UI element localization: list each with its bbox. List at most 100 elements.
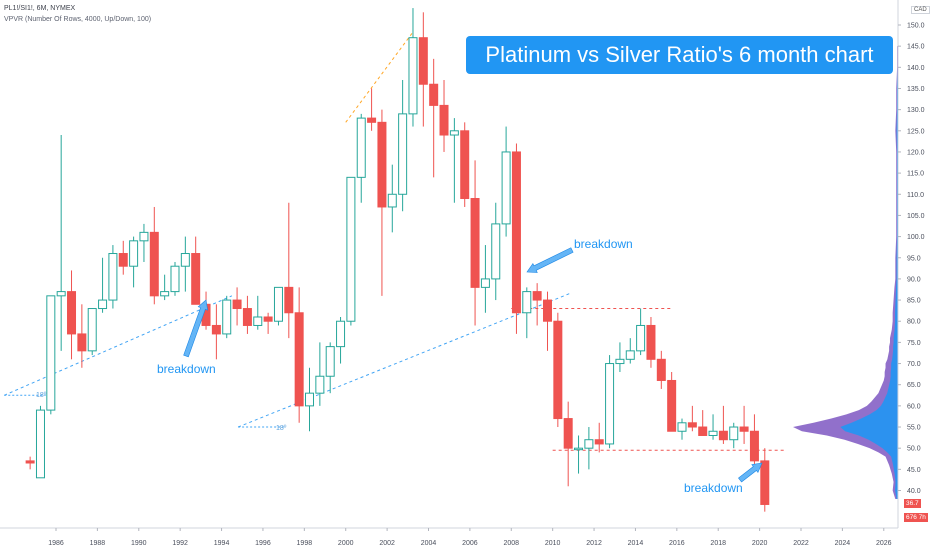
volume-profile-up [840,46,898,499]
time-axis[interactable]: 1986 1988 1990 1992 1994 1996 1998 2000 2002 2004… [0,527,898,547]
arrows [183,247,763,483]
time-tick-label-18: 2022 [793,540,809,547]
time-tick-label-19: 2024 [835,540,851,547]
candle-body-37 [408,37,418,115]
trendline-support-2 [237,293,570,428]
candle-body-43 [470,198,480,288]
candle-body-70 [749,430,759,462]
candle-body-24 [273,286,283,322]
candle-body-20 [232,299,242,310]
time-tick-label-13: 2012 [586,540,602,547]
volume-profile [793,46,898,499]
candle-body-2 [46,295,56,411]
time-tick-label-7: 2000 [338,540,354,547]
candle-body-5 [77,333,87,352]
price-tick-label-3: 55.0 [907,425,921,432]
low-price-tag: 676 7h [904,513,928,522]
candle-body-0 [25,460,35,464]
candle-body-47 [511,151,521,314]
time-tick-label-16: 2018 [710,540,726,547]
time-tick-label-11: 2008 [503,540,519,547]
candle-body-21 [242,308,252,326]
time-tick-label-0: 1986 [48,540,64,547]
candle-body-65 [698,426,708,436]
candle-body-30 [336,320,346,348]
candle-body-69 [739,426,749,432]
candle-body-34 [377,121,387,208]
price-tick-label-5: 65.0 [907,382,921,389]
time-tick-label-9: 2004 [421,540,437,547]
symbol-legend[interactable]: PL1!/SI1!, 6M, NYMEX [4,5,76,12]
indicator-legend[interactable]: VPVR (Number Of Rows, 4000, Up/Down, 100… [4,16,152,23]
trendlines [4,33,787,451]
candle-body-4 [67,291,77,335]
price-tick-label-11: 95.0 [907,255,921,262]
volume-profile-down [793,46,898,499]
candle-body-22 [253,316,263,326]
price-tick-label-6: 70.0 [907,361,921,368]
price-tick-label-20: 140.0 [907,65,925,72]
candle-body-48 [522,291,532,314]
price-tick-label-14: 110.0 [907,192,924,199]
candle-body-71 [760,460,770,505]
candle-body-12 [149,231,159,297]
candlestick-series [25,8,770,512]
price-tick-label-2: 50.0 [907,446,921,453]
candle-body-26 [294,312,304,407]
title-callout[interactable]: Platinum vs Silver Ratio's 6 month chart [466,36,893,74]
price-tick-label-10: 90.0 [907,276,921,283]
breakdown-label-1993: breakdown [157,362,216,376]
candle-body-36 [398,113,408,195]
candle-body-9 [118,253,128,267]
candle-body-29 [325,346,335,377]
candle-body-16 [191,253,201,305]
price-axis-bg [898,0,932,550]
price-axis[interactable]: 40.0 45.0 50.0 55.0 60.0 65.0 70.0 75.0 80.0 85.0… [897,0,932,550]
angle-label-1: 18º [36,392,47,399]
candle-body-68 [729,426,739,441]
currency-label[interactable]: CAD [911,6,930,14]
candle-body-10 [129,240,139,267]
candle-body-18 [211,324,221,335]
time-tick-label-10: 2006 [462,540,478,547]
candle-body-28 [315,375,325,394]
last-price-tag: 36.7 [904,499,921,508]
candle-body-50 [542,299,552,322]
candle-body-32 [356,117,366,178]
time-tick-label-15: 2016 [669,540,685,547]
candle-body-35 [387,193,397,208]
candle-body-25 [284,286,294,314]
price-tick-label-15: 115.0 [907,171,924,178]
breakdown-label-2020: breakdown [684,481,743,495]
time-tick-label-14: 2014 [628,540,644,547]
candle-body-14 [170,265,180,293]
candle-body-46 [501,151,511,225]
time-tick-label-1: 1988 [90,540,106,547]
time-tick-label-2: 1990 [131,540,147,547]
breakdown-arrow-2008 [526,247,574,273]
price-tick-label-18: 130.0 [907,107,925,114]
candle-body-40 [439,104,449,136]
candle-body-51 [553,320,563,420]
candle-body-55 [594,439,604,445]
candle-body-39 [429,83,439,106]
candle-body-59 [636,324,646,352]
price-tick-label-19: 135.0 [907,86,925,93]
price-tick-label-9: 85.0 [907,298,921,305]
candle-body-8 [108,253,118,301]
candle-body-23 [263,316,273,322]
time-tick-label-8: 2002 [379,540,395,547]
time-tick-label-20: 2026 [876,540,892,547]
time-tick-label-3: 1992 [172,540,188,547]
trendline-early-rise [345,33,413,123]
candle-body-64 [687,422,697,428]
candle-body-11 [139,231,149,242]
candle-body-58 [625,350,635,360]
price-tick-label-13: 105.0 [907,213,925,220]
time-tick-label-5: 1996 [255,540,271,547]
candle-body-7 [98,299,108,310]
price-tick-label-21: 145.0 [907,44,925,51]
candle-body-3 [56,291,66,297]
